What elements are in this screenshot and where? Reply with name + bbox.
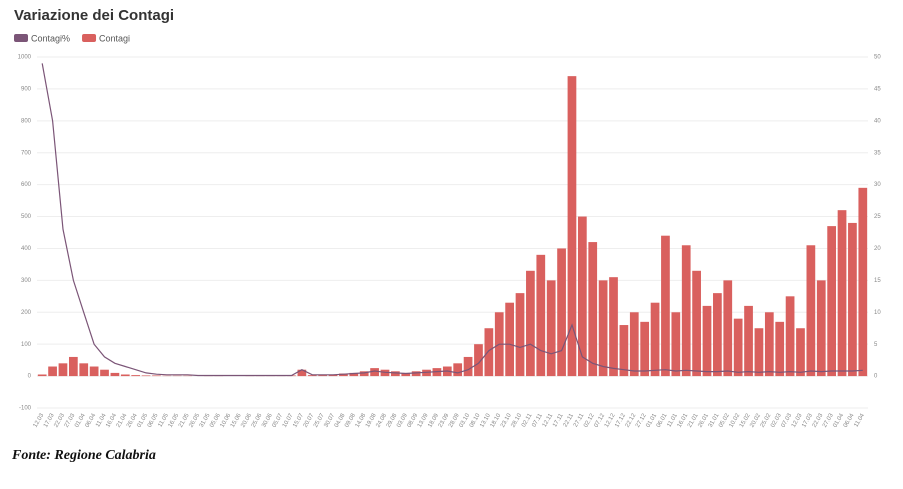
bar [744, 306, 753, 376]
y-tick-label: 900 [21, 86, 32, 92]
bar [121, 374, 130, 376]
legend-label: Contagi% [31, 33, 70, 43]
y2-tick-label: 0 [874, 374, 878, 380]
bar [630, 312, 639, 376]
bar [682, 245, 691, 376]
bar [516, 293, 525, 376]
bar [48, 367, 57, 377]
bar [578, 217, 587, 377]
y2-tick-label: 5 [874, 342, 878, 348]
bar [817, 280, 826, 376]
bar [765, 312, 774, 376]
y-tick-label: 500 [21, 214, 32, 220]
bar [547, 280, 556, 376]
bar [848, 223, 857, 376]
bar [703, 306, 712, 376]
legend-label: Contagi [99, 33, 130, 43]
bar [59, 363, 68, 376]
bar [484, 328, 493, 376]
y-tick-label: 1000 [18, 55, 32, 61]
bar [131, 375, 140, 376]
bar [620, 325, 629, 376]
bar [100, 370, 109, 376]
y2-tick-label: 25 [874, 214, 881, 220]
y-tick-label: 300 [21, 278, 32, 284]
bar [464, 357, 473, 376]
y2-tick-label: 15 [874, 278, 881, 284]
bar [661, 236, 670, 376]
source: Fonte: Regione Calabria [11, 448, 156, 463]
bar [609, 277, 618, 376]
legend-swatch [82, 34, 96, 42]
bar [557, 248, 566, 376]
y2-tick-label: 30 [874, 182, 881, 188]
bar [111, 373, 120, 376]
bar [640, 322, 649, 376]
y2-tick-label: 35 [874, 150, 881, 156]
y-tick-label: 600 [21, 182, 32, 188]
x-tick-label: 11.04 [853, 412, 866, 428]
y2-tick-label: 40 [874, 118, 881, 124]
bar [588, 242, 597, 376]
y-tick-label: 400 [21, 246, 32, 252]
bar [90, 367, 99, 377]
legend-swatch [14, 34, 28, 42]
y-tick-label: 100 [21, 342, 32, 348]
bar [755, 328, 764, 376]
bar [79, 363, 88, 376]
bar [453, 363, 462, 376]
bar [599, 280, 608, 376]
bar [713, 293, 722, 376]
bar [38, 374, 47, 376]
bar [807, 245, 816, 376]
bar [69, 357, 78, 376]
bar [786, 296, 795, 376]
bar [838, 210, 847, 376]
y2-tick-label: 20 [874, 246, 881, 252]
bar [692, 271, 701, 376]
bar [723, 280, 732, 376]
y-tick-label: 800 [21, 118, 32, 124]
bar [858, 188, 867, 376]
y-tick-label: 200 [21, 310, 32, 316]
bar [827, 226, 836, 376]
bar [412, 371, 421, 376]
chart-title: Variazione dei Contagi [14, 7, 174, 24]
bar [536, 255, 545, 376]
bar [651, 303, 660, 376]
bar [734, 319, 743, 376]
y2-tick-label: 10 [874, 310, 881, 316]
bar [796, 328, 805, 376]
y2-tick-label: 45 [874, 86, 881, 92]
bar [526, 271, 535, 376]
bar [505, 303, 514, 376]
y-tick-label: 700 [21, 150, 32, 156]
y-tick-label: 0 [28, 374, 32, 380]
y-tick-label: -100 [19, 406, 32, 412]
bar [671, 312, 680, 376]
bar [391, 371, 400, 376]
bar [142, 375, 151, 376]
y2-tick-label: 50 [874, 55, 881, 61]
bar [775, 322, 784, 376]
bar [152, 375, 161, 376]
